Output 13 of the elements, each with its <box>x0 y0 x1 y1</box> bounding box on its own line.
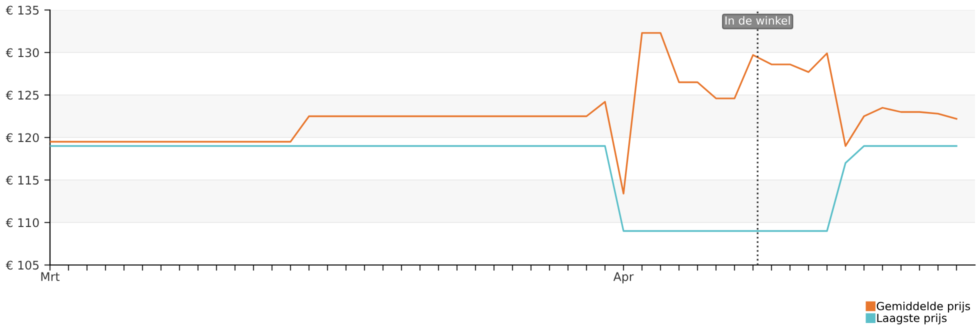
legend-label: Laagste prijs <box>877 314 947 324</box>
y-tick-label: € 110 <box>6 218 39 228</box>
y-tick-label: € 105 <box>6 260 39 270</box>
y-tick-label: € 115 <box>6 176 39 185</box>
x-tick-label: Mrt <box>41 272 60 281</box>
y-tick-label: € 125 <box>6 90 39 100</box>
annotation: In de winkel <box>725 16 790 25</box>
y-tick-label: € 120 <box>6 133 39 142</box>
legend-label: Gemiddelde prijs <box>876 302 970 312</box>
line-series <box>50 32 958 194</box>
y-tick-label: € 135 <box>6 6 39 15</box>
x-tick-label: Apr <box>613 272 634 284</box>
y-tick-label: € 130 <box>6 48 39 58</box>
